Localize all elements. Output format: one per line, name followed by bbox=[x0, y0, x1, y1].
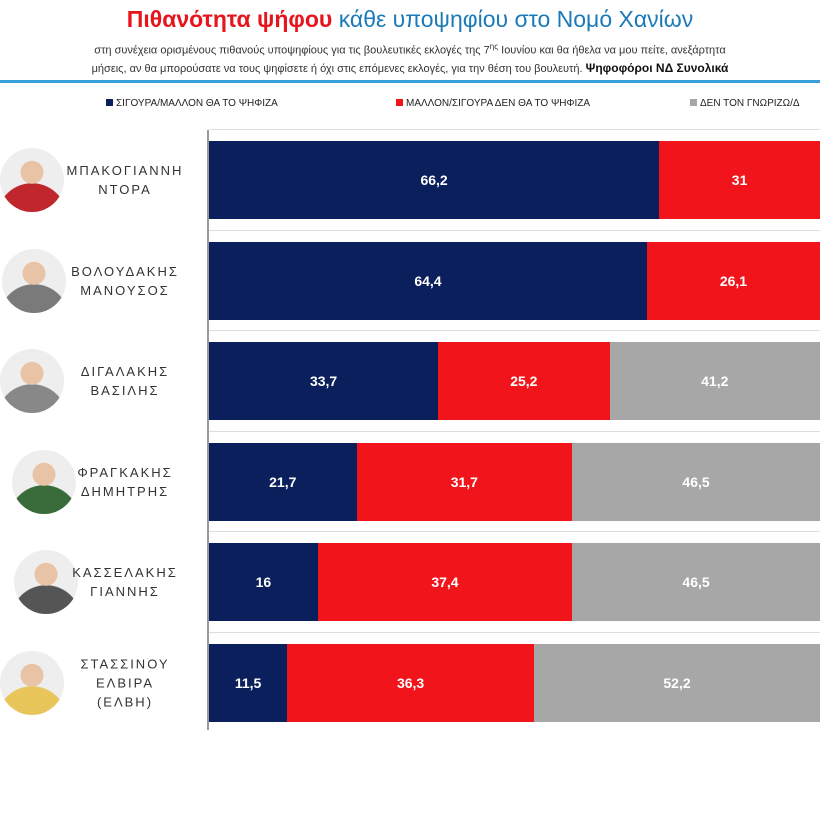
legend-label: ΔΕΝ ΤΟΝ ΓΝΩΡΙΖΩ/Δ bbox=[700, 98, 800, 109]
candidate-row: ΚΑΣΣΕΛΑΚΗΣ ΓΙΑΝΝΗΣ 16 37,4 46,5 bbox=[0, 543, 820, 621]
title-red: Πιθανότητα ψήφου bbox=[126, 6, 333, 32]
stacked-bar: 16 37,4 46,5 bbox=[209, 543, 820, 621]
candidate-name: ΒΟΛΟΥΔΑΚΗΣ ΜΑΝΟΥΣΟΣ bbox=[50, 262, 200, 300]
data-label: 16 bbox=[255, 574, 272, 590]
gridline bbox=[209, 631, 820, 633]
stacked-bar: 64,4 26,1 bbox=[209, 241, 820, 320]
name-line: ΔΗΜΗΤΡΗΣ bbox=[80, 483, 170, 499]
legend-label: ΜΑΛΛΟΝ/ΣΙΓΟΥΡΑ ΔΕΝ ΘΑ ΤΟ ΨΗΦΙΖΑ bbox=[406, 98, 591, 109]
bar-segment-yes: 11,5 bbox=[209, 643, 288, 722]
name-line: ΜΑΝΟΥΣΟΣ bbox=[80, 282, 170, 298]
data-label: 37,4 bbox=[431, 574, 459, 590]
bar-segment-no: 37,4 bbox=[317, 543, 573, 621]
divider bbox=[0, 80, 820, 83]
bar-segment-no: 26,1 bbox=[646, 241, 820, 320]
subtitle: στη συνέχεια ορισμένους πιθανούς υποψηφί… bbox=[0, 38, 820, 78]
gridline bbox=[209, 330, 820, 331]
data-label: 52,2 bbox=[663, 674, 691, 691]
legend-item-yes: ΣΙΓΟΥΡΑ/ΜΑΛΛΟΝ ΘΑ ΤΟ ΨΗΦΙΖΑ bbox=[106, 98, 278, 109]
bar-segment-yes: 64,4 bbox=[209, 241, 647, 320]
stacked-bar: 33,7 25,2 41,2 bbox=[209, 342, 820, 420]
name-line: ΓΙΑΝΝΗΣ bbox=[90, 584, 160, 599]
subtitle-line-2: μήσεις, αν θα μπορούσατε να τους ψηφίσετ… bbox=[2, 60, 818, 78]
y-axis bbox=[207, 130, 209, 730]
data-label: 31,7 bbox=[450, 473, 478, 490]
candidate-name: ΣΤΑΣΣΙΝΟΥ ΕΛΒΙΡΑ (ΕΛΒΗ) bbox=[50, 654, 200, 711]
bar-segment-no: 25,2 bbox=[438, 342, 610, 420]
data-label: 31 bbox=[731, 172, 748, 188]
name-line: ΜΠΑΚΟΓΙΑΝΝΗ bbox=[66, 163, 184, 178]
gridline bbox=[209, 129, 820, 130]
bar-segment-no: 31 bbox=[659, 141, 820, 219]
gridline bbox=[209, 430, 820, 432]
bar-segment-yes: 16 bbox=[209, 543, 318, 621]
name-line: ΦΡΑΓΚΑΚΗΣ bbox=[77, 464, 173, 480]
bar-segment-unknown: 52,2 bbox=[534, 643, 820, 722]
bar-segment-unknown: 46,5 bbox=[572, 442, 820, 521]
subtitle-text: Ιουνίου και θα ήθελα να μου πείτε, ανεξά… bbox=[498, 44, 726, 57]
bar-segment-yes: 21,7 bbox=[209, 442, 357, 521]
candidate-row: ΒΟΛΟΥΔΑΚΗΣ ΜΑΝΟΥΣΟΣ 64,4 26,1 bbox=[0, 241, 820, 320]
chart-title: Πιθανότητα ψήφου κάθε υποψηφίου στο Νομό… bbox=[0, 6, 820, 33]
data-label: 11,5 bbox=[234, 674, 262, 691]
data-label: 25,2 bbox=[510, 373, 538, 389]
stacked-bar: 11,5 36,3 52,2 bbox=[209, 643, 820, 722]
candidate-photo bbox=[0, 349, 64, 413]
data-label: 33,7 bbox=[309, 373, 338, 389]
data-label: 36,3 bbox=[396, 674, 425, 691]
gridline bbox=[209, 531, 820, 532]
subtitle-text: στη συνέχεια ορισμένους πιθανούς υποψηφί… bbox=[94, 44, 490, 57]
subtitle-text: μήσεις, αν θα μπορούσατε να τους ψηφίσετ… bbox=[91, 62, 586, 75]
candidate-row: ΜΠΑΚΟΓΙΑΝΝΗ ΝΤΟΡΑ 66,2 31 bbox=[0, 141, 820, 219]
bar-segment-yes: 33,7 bbox=[209, 342, 439, 420]
subtitle-line-1: στη συνέχεια ορισμένους πιθανούς υποψηφί… bbox=[2, 38, 818, 60]
legend-item-unknown: ΔΕΝ ΤΟΝ ΓΝΩΡΙΖΩ/Δ bbox=[690, 98, 800, 109]
candidate-photo bbox=[2, 248, 66, 313]
superscript: ης bbox=[489, 42, 499, 51]
bar-segment-no: 36,3 bbox=[287, 643, 535, 722]
stacked-bar: 21,7 31,7 46,5 bbox=[209, 442, 820, 521]
legend-swatch bbox=[690, 99, 697, 106]
bar-segment-no: 31,7 bbox=[356, 442, 573, 521]
data-label: 26,1 bbox=[719, 272, 748, 289]
candidate-name: ΔΙΓΑΛΑΚΗΣ ΒΑΣΙΛΗΣ bbox=[50, 362, 200, 400]
data-label: 41,2 bbox=[701, 373, 729, 389]
name-line: ΔΙΓΑΛΑΚΗΣ ΒΑΣΙΛΗΣ bbox=[80, 364, 170, 398]
stacked-bar: 66,2 31 bbox=[209, 141, 820, 219]
data-label: 66,2 bbox=[420, 172, 448, 188]
name-line: (ΕΛΒΗ) bbox=[96, 694, 154, 709]
data-label: 46,5 bbox=[682, 473, 710, 490]
bar-segment-unknown: 41,2 bbox=[609, 342, 820, 420]
candidate-row: ΣΤΑΣΣΙΝΟΥ ΕΛΒΙΡΑ (ΕΛΒΗ) 11,5 36,3 52,2 bbox=[0, 643, 820, 722]
candidate-name: ΜΠΑΚΟΓΙΑΝΝΗ ΝΤΟΡΑ bbox=[50, 161, 200, 199]
legend-label: ΣΙΓΟΥΡΑ/ΜΑΛΛΟΝ ΘΑ ΤΟ ΨΗΦΙΖΑ bbox=[116, 98, 278, 109]
candidate-photo bbox=[0, 148, 64, 212]
candidate-photo bbox=[12, 449, 76, 514]
data-label: 46,5 bbox=[682, 574, 710, 590]
name-line: ΝΤΟΡΑ bbox=[98, 182, 152, 197]
candidate-row: ΔΙΓΑΛΑΚΗΣ ΒΑΣΙΛΗΣ 33,7 25,2 41,2 bbox=[0, 342, 820, 420]
candidate-row: ΦΡΑΓΚΑΚΗΣ ΔΗΜΗΤΡΗΣ 21,7 31,7 46,5 bbox=[0, 442, 820, 521]
candidate-photo bbox=[0, 650, 64, 715]
data-label: 64,4 bbox=[414, 272, 442, 289]
name-line: ΚΑΣΣΕΛΑΚΗΣ bbox=[72, 565, 178, 580]
bar-segment-unknown: 46,5 bbox=[572, 543, 820, 621]
title-blue: κάθε υποψηφίου στο Νομό Χανίων bbox=[338, 6, 694, 32]
legend-item-no: ΜΑΛΛΟΝ/ΣΙΓΟΥΡΑ ΔΕΝ ΘΑ ΤΟ ΨΗΦΙΖΑ bbox=[396, 98, 590, 109]
candidate-name: ΦΡΑΓΚΑΚΗΣ ΔΗΜΗΤΡΗΣ bbox=[50, 463, 200, 501]
name-line: ΣΤΑΣΣΙΝΟΥ ΕΛΒΙΡΑ bbox=[80, 656, 170, 690]
legend-swatch bbox=[396, 99, 403, 106]
candidate-name: ΚΑΣΣΕΛΑΚΗΣ ΓΙΑΝΝΗΣ bbox=[50, 563, 200, 601]
subtitle-bold: Ψηφοφόροι ΝΔ Συνολικά bbox=[585, 60, 729, 75]
legend-swatch bbox=[106, 99, 113, 106]
gridline bbox=[209, 229, 820, 231]
bar-segment-yes: 66,2 bbox=[209, 141, 660, 219]
data-label: 21,7 bbox=[269, 473, 297, 490]
name-line: ΒΟΛΟΥΔΑΚΗΣ bbox=[71, 263, 179, 279]
candidate-photo bbox=[14, 550, 78, 614]
